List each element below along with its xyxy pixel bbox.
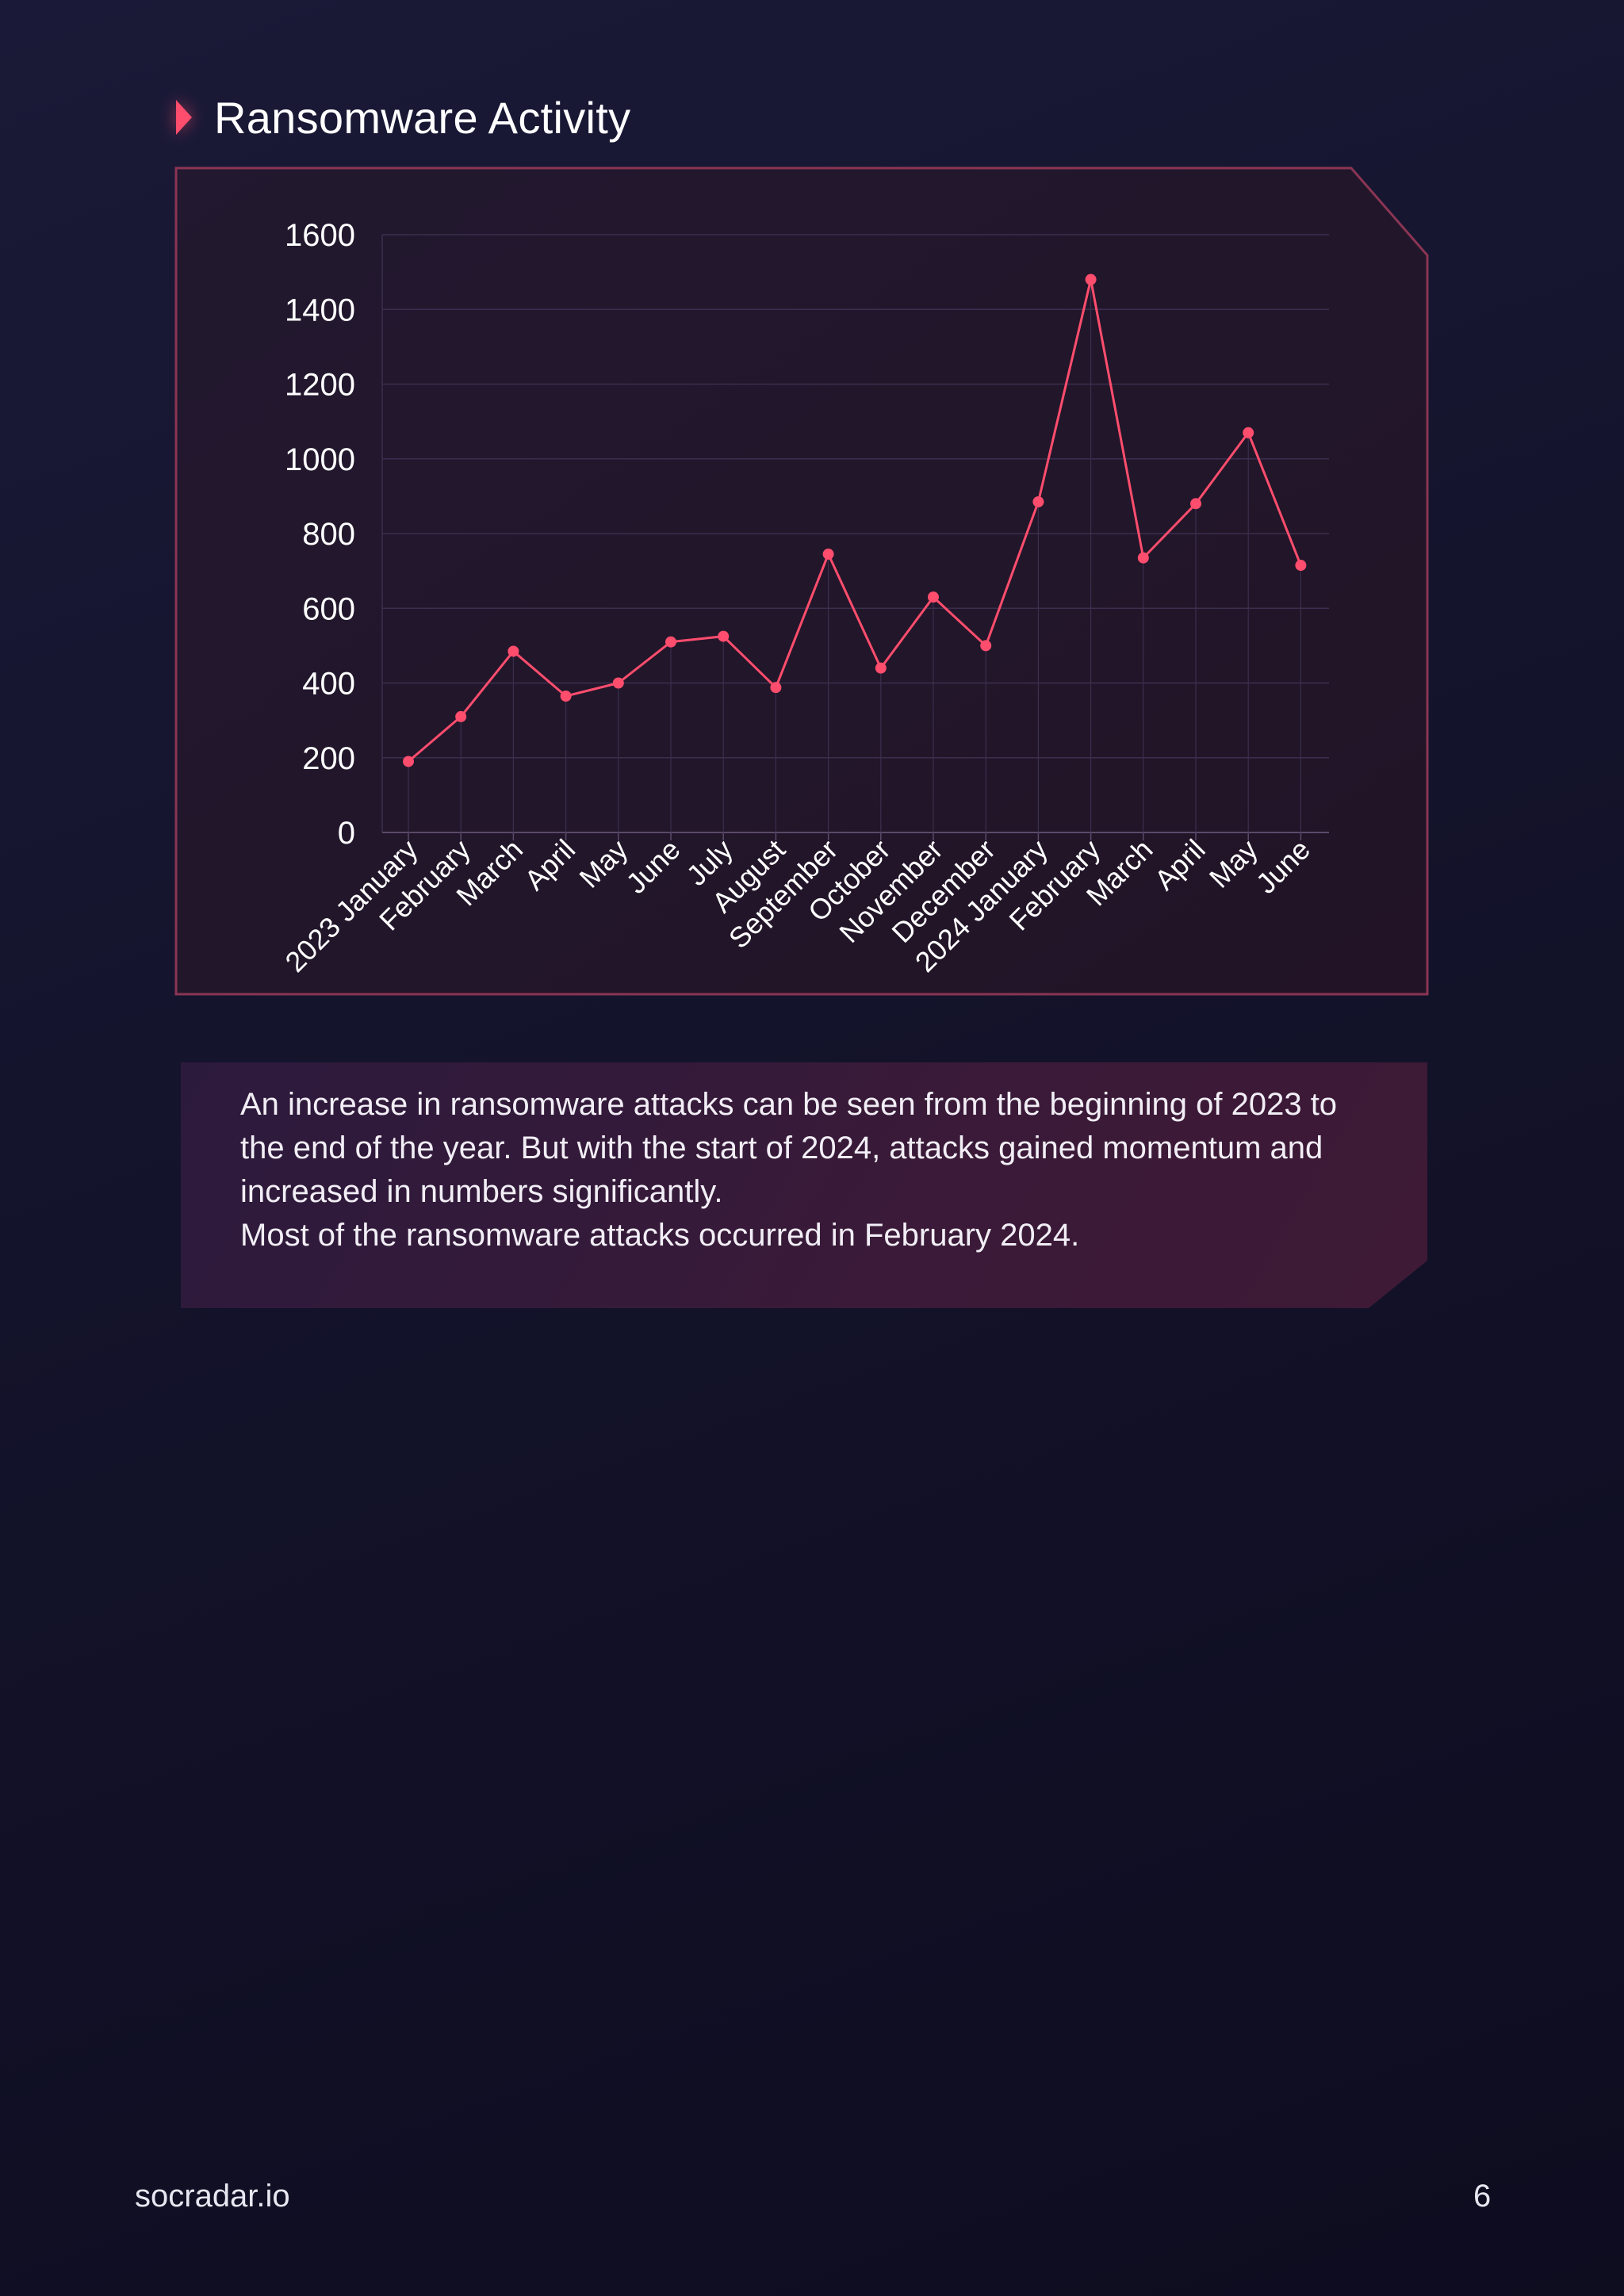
data-point — [822, 548, 834, 560]
data-point — [1137, 552, 1149, 564]
y-tick-label: 1600 — [285, 218, 355, 253]
summary-box: An increase in ransomware attacks can be… — [181, 1062, 1427, 1308]
data-point — [403, 756, 414, 767]
chart-panel: 0 200 400 600 800 1000 1200 1400 1600 2023 Janua… — [0, 0, 1624, 1031]
page-number: 6 — [1473, 2179, 1492, 2214]
y-tick-label: 0 — [338, 816, 355, 851]
data-point — [665, 636, 676, 648]
data-point — [875, 662, 887, 674]
data-point — [770, 682, 782, 694]
y-tick-label: 600 — [302, 591, 355, 626]
triangle-marker-icon — [176, 100, 192, 135]
data-point — [560, 690, 572, 702]
y-tick-label: 800 — [302, 517, 355, 552]
y-axis-ticks: 0 200 400 600 800 1000 1200 1400 1600 — [285, 218, 355, 851]
data-point — [455, 710, 467, 722]
summary-text: An increase in ransomware attacks can be… — [240, 1083, 1382, 1257]
y-tick-label: 1200 — [285, 368, 355, 403]
data-point — [612, 677, 624, 689]
data-point — [1295, 560, 1307, 572]
y-tick-label: 200 — [302, 741, 355, 776]
data-point — [1243, 427, 1254, 438]
data-point — [1190, 498, 1201, 510]
summary-paragraph-1: An increase in ransomware attacks can be… — [240, 1087, 1338, 1209]
data-points — [403, 274, 1307, 767]
data-point — [718, 630, 730, 642]
chart-frame — [174, 166, 1429, 996]
y-tick-label: 400 — [302, 667, 355, 702]
data-point — [508, 645, 519, 657]
series-line-layer — [408, 278, 1302, 763]
summary-paragraph-2: Most of the ransomware attacks occurred … — [240, 1218, 1080, 1253]
page-title: Ransomware Activity — [214, 92, 631, 143]
data-point — [1085, 274, 1097, 285]
series-line — [408, 278, 1302, 763]
y-tick-label: 1000 — [285, 442, 355, 477]
section-header: Ransomware Activity — [176, 89, 630, 146]
footer-brand: socradar.io — [135, 2179, 290, 2214]
data-point — [980, 640, 992, 652]
y-tick-label: 1400 — [285, 293, 355, 327]
data-point — [1032, 496, 1044, 507]
grid-lines — [381, 234, 1329, 840]
data-point — [928, 591, 939, 603]
